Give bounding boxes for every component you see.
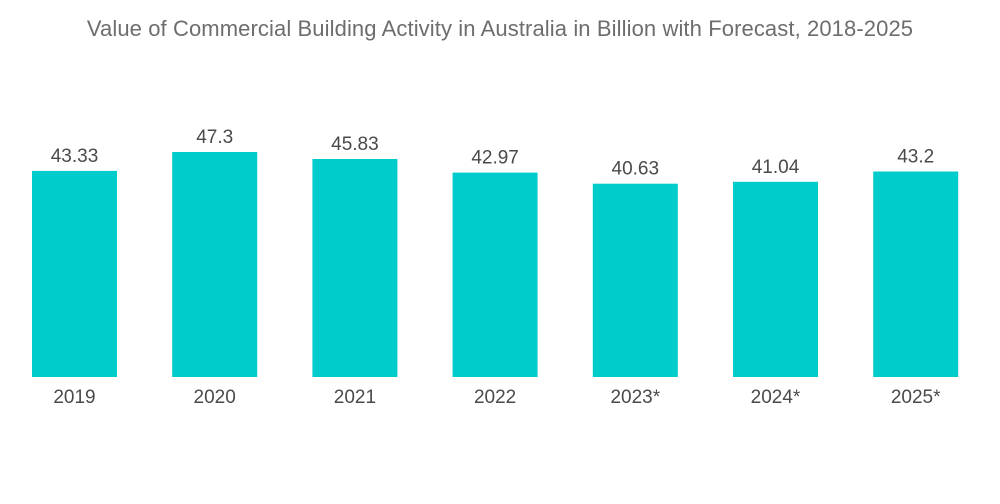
value-label-2020: 47.3 xyxy=(196,127,233,148)
chart-title: Value of Commercial Building Activity in… xyxy=(86,16,914,41)
value-label-2025*: 43.2 xyxy=(897,147,934,168)
x-tick-label-2023*: 2023* xyxy=(610,387,660,408)
value-label-2024*: 41.04 xyxy=(752,157,800,178)
bars-layer xyxy=(32,152,959,377)
bar-2022 xyxy=(452,172,538,377)
bar-2020 xyxy=(172,152,258,377)
x-tick-label-2019: 2019 xyxy=(53,387,95,408)
bar-2024* xyxy=(733,181,818,377)
bar-2023* xyxy=(592,183,678,377)
value-label-2019: 43.33 xyxy=(51,146,99,167)
x-tick-label-2024*: 2024* xyxy=(751,387,801,408)
bar-2021 xyxy=(312,159,398,377)
x-tick-label-2025*: 2025* xyxy=(891,387,941,408)
value-label-2023*: 40.63 xyxy=(612,159,660,180)
x-tick-label-2021: 2021 xyxy=(334,387,376,408)
bar-2025* xyxy=(873,171,959,377)
x-tick-label-2020: 2020 xyxy=(194,387,236,408)
value-labels-layer: 43.33 47.3 45.83 42.97 40.63 41.04 43.2 xyxy=(51,127,934,180)
value-label-2022: 42.97 xyxy=(471,148,519,169)
x-tick-label-2022: 2022 xyxy=(474,387,516,408)
x-tick-labels-layer: 2019 2020 2021 2022 2023* 2024* 2025* xyxy=(53,387,941,408)
bar-2019 xyxy=(32,170,117,377)
value-label-2021: 45.83 xyxy=(331,134,379,155)
